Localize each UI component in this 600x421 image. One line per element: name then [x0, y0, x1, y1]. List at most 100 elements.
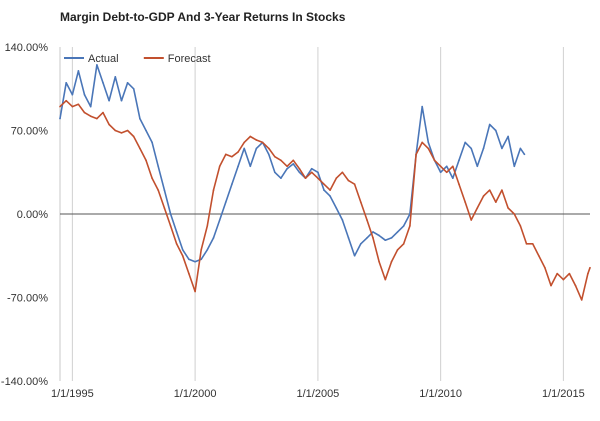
data-point	[151, 141, 153, 144]
data-point	[347, 179, 350, 182]
data-point	[378, 260, 380, 263]
y-tick-label: -70.00%	[7, 293, 48, 305]
data-point	[531, 243, 534, 245]
data-point	[587, 272, 589, 275]
data-point	[341, 219, 344, 221]
data-point	[218, 165, 221, 168]
data-point	[132, 135, 135, 138]
data-point	[145, 129, 147, 132]
data-point	[445, 171, 448, 174]
data-point	[212, 237, 215, 239]
data-point	[59, 117, 61, 120]
data-point	[556, 272, 558, 275]
data-point	[562, 278, 565, 281]
data-point	[120, 132, 123, 134]
data-point	[267, 147, 270, 150]
data-point	[255, 139, 258, 141]
data-point	[139, 117, 141, 120]
data-point	[304, 177, 307, 180]
y-tick-label: -140.00%	[1, 376, 48, 388]
data-point	[249, 165, 252, 168]
data-point	[523, 153, 526, 156]
data-point	[427, 141, 430, 144]
data-point	[372, 237, 374, 239]
data-point	[89, 115, 92, 117]
data-point	[71, 93, 74, 96]
data-point	[470, 219, 473, 221]
data-point	[200, 258, 203, 261]
legend-label: Forecast	[168, 53, 211, 65]
data-point	[495, 201, 497, 203]
data-point	[108, 99, 110, 102]
data-point	[359, 201, 362, 203]
data-point	[507, 135, 509, 138]
data-point	[507, 207, 509, 209]
data-point	[132, 87, 135, 90]
data-point	[243, 147, 246, 150]
data-point	[77, 103, 80, 106]
data-point	[396, 248, 399, 251]
data-point	[194, 260, 196, 263]
data-point	[181, 248, 184, 251]
data-point	[114, 76, 117, 78]
data-point	[550, 284, 552, 287]
data-point	[470, 147, 473, 150]
data-point	[482, 147, 485, 150]
data-point	[96, 117, 98, 120]
series-layer	[59, 64, 591, 301]
data-point	[525, 243, 528, 245]
data-point	[464, 201, 466, 203]
data-point	[409, 225, 411, 227]
data-point	[335, 177, 338, 180]
data-point	[77, 70, 80, 72]
data-point	[188, 258, 190, 261]
data-point	[139, 147, 141, 150]
data-point	[298, 167, 301, 170]
data-point	[341, 171, 344, 174]
data-point	[108, 123, 110, 126]
legend-label: Actual	[88, 53, 119, 65]
data-point	[353, 254, 356, 257]
data-point	[286, 167, 288, 170]
data-point	[464, 141, 466, 144]
data-point	[384, 278, 387, 281]
legend-item-actual: Actual	[64, 53, 119, 65]
data-point	[249, 135, 252, 138]
data-point	[415, 153, 417, 156]
data-point	[126, 129, 129, 132]
data-point	[218, 219, 221, 221]
data-point	[433, 159, 436, 162]
data-point	[372, 231, 374, 233]
data-point	[482, 195, 485, 197]
data-point	[267, 153, 270, 156]
data-point	[439, 165, 442, 168]
x-tick-label: 1/1/2010	[419, 388, 462, 400]
data-point	[580, 299, 583, 301]
data-point	[231, 155, 233, 158]
data-point	[169, 225, 172, 227]
data-point	[298, 171, 301, 174]
data-point	[366, 219, 368, 221]
x-tick-label: 1/1/2005	[296, 388, 339, 400]
series-forecast	[59, 99, 591, 301]
y-tick-label: 140.00%	[5, 42, 49, 54]
data-point	[366, 237, 368, 239]
legend-item-forecast: Forecast	[143, 53, 211, 65]
data-point	[495, 129, 497, 132]
data-point	[65, 81, 67, 84]
data-point	[347, 237, 350, 239]
data-point	[519, 147, 522, 150]
data-point	[323, 189, 325, 191]
data-point	[212, 189, 215, 191]
data-point	[476, 207, 479, 209]
data-point	[317, 171, 319, 174]
data-point	[390, 260, 393, 263]
chart-title: Margin Debt-to-GDP And 3-Year Returns In…	[60, 10, 346, 24]
data-point	[378, 234, 380, 237]
y-tick-label: 70.00%	[11, 126, 49, 138]
data-point	[102, 111, 104, 114]
data-point	[96, 64, 98, 66]
data-point	[589, 266, 591, 269]
data-point	[501, 147, 503, 150]
data-point	[151, 177, 153, 180]
